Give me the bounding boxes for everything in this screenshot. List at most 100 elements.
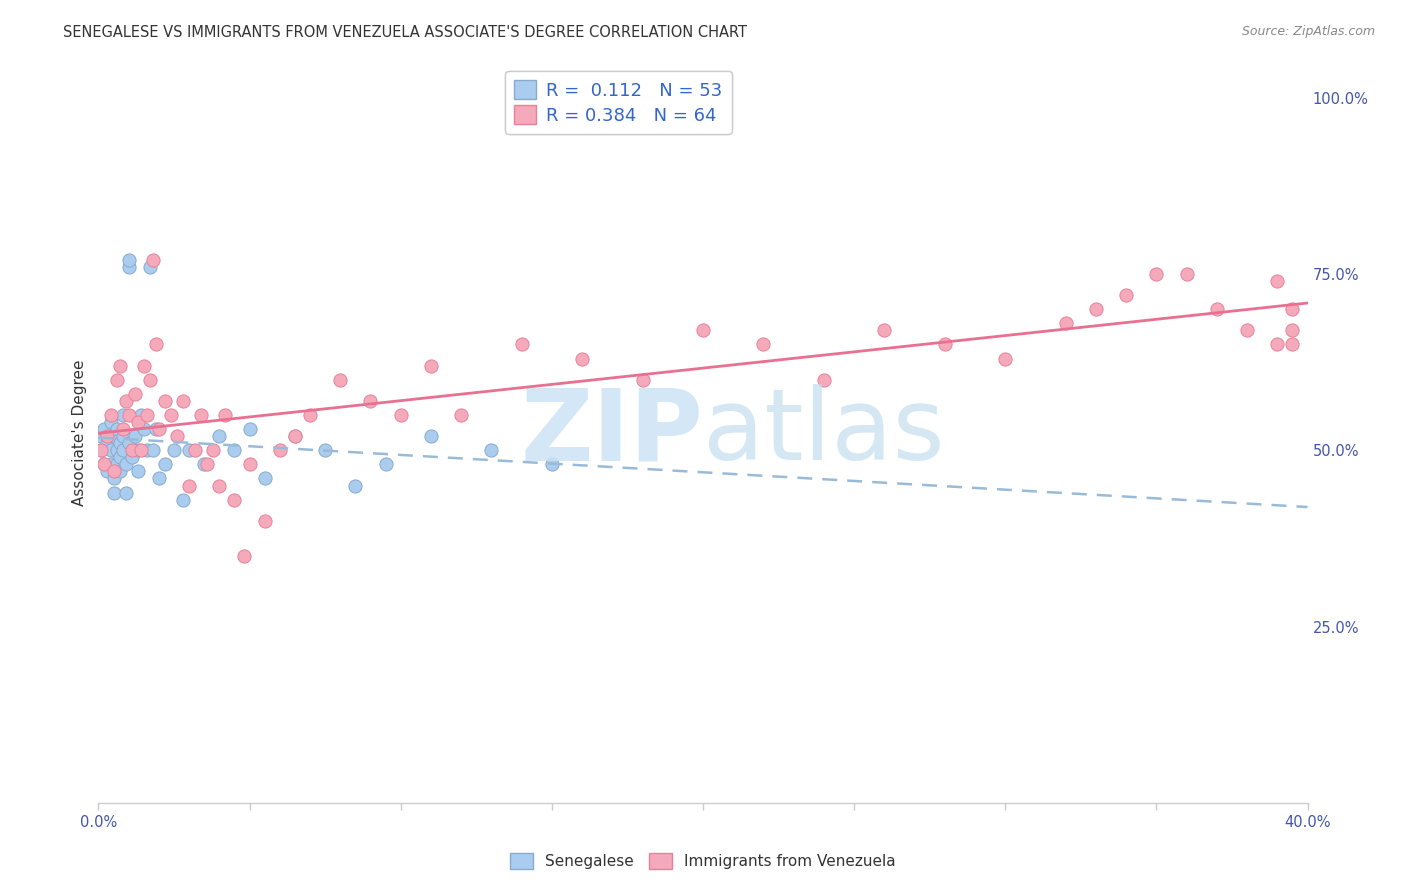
Point [114,393,136,408]
Text: SENEGALESE VS IMMIGRANTS FROM VENEZUELA ASSOCIATE'S DEGREE CORRELATION CHART: SENEGALESE VS IMMIGRANTS FROM VENEZUELA … [63,25,747,40]
Point [148,471,170,485]
Point [142,252,165,267]
Point [105,443,128,458]
Point [100,408,122,422]
Point [179,478,201,492]
Point [90,443,112,458]
Point [105,422,128,436]
Point [114,458,136,472]
Point [118,260,141,274]
Point [692,323,714,337]
Point [96,429,118,443]
Point [103,429,125,443]
Point [153,458,176,472]
Point [163,443,186,458]
Point [166,429,188,443]
Point [253,514,276,528]
Point [93,458,115,472]
Point [132,359,155,373]
Point [253,471,276,485]
Point [172,492,194,507]
Point [994,351,1017,366]
Point [90,443,112,458]
Text: Source: ZipAtlas.com: Source: ZipAtlas.com [1241,25,1375,38]
Point [114,485,136,500]
Point [193,458,215,472]
Point [190,408,212,422]
Point [540,458,562,472]
Point [1115,288,1137,302]
Point [153,393,176,408]
Point [420,429,443,443]
Point [127,464,149,478]
Point [329,373,352,387]
Point [1281,302,1303,317]
Point [813,373,835,387]
Point [121,450,143,465]
Point [299,408,322,422]
Point [571,351,593,366]
Point [284,429,307,443]
Point [103,485,125,500]
Point [160,408,183,422]
Point [184,443,207,458]
Point [96,436,118,450]
Point [510,337,533,351]
Point [450,408,472,422]
Point [934,337,956,351]
Text: atlas: atlas [703,384,945,481]
Point [214,408,236,422]
Point [1236,323,1258,337]
Point [139,373,162,387]
Point [96,464,118,478]
Point [284,429,307,443]
Point [105,458,128,472]
Point [148,422,170,436]
Point [135,408,157,422]
Point [374,458,396,472]
Point [111,429,134,443]
Point [1175,267,1198,281]
Point [124,387,146,401]
Point [420,359,443,373]
Point [100,415,122,429]
Point [93,422,115,436]
Point [172,393,194,408]
Point [232,549,254,563]
Point [90,429,112,443]
Point [481,443,503,458]
Text: ZIP: ZIP [520,384,703,481]
Point [100,458,122,472]
Legend: Senegalese, Immigrants from Venezuela: Senegalese, Immigrants from Venezuela [503,847,903,875]
Point [208,429,231,443]
Point [111,443,134,458]
Point [1267,274,1289,288]
Point [239,422,262,436]
Point [314,443,336,458]
Point [1206,302,1229,317]
Point [108,450,131,465]
Point [202,443,225,458]
Point [129,443,152,458]
Point [100,443,122,458]
Point [108,464,131,478]
Point [179,443,201,458]
Point [1085,302,1108,317]
Point [344,478,367,492]
Point [132,422,155,436]
Point [142,443,165,458]
Point [145,337,167,351]
Point [108,436,131,450]
Point [108,359,131,373]
Point [224,443,246,458]
Point [105,373,128,387]
Point [239,458,262,472]
Point [111,408,134,422]
Point [127,443,149,458]
Point [124,429,146,443]
Y-axis label: Associate's Degree: Associate's Degree [72,359,87,506]
Point [118,252,141,267]
Point [135,443,157,458]
Point [1144,267,1167,281]
Point [127,415,149,429]
